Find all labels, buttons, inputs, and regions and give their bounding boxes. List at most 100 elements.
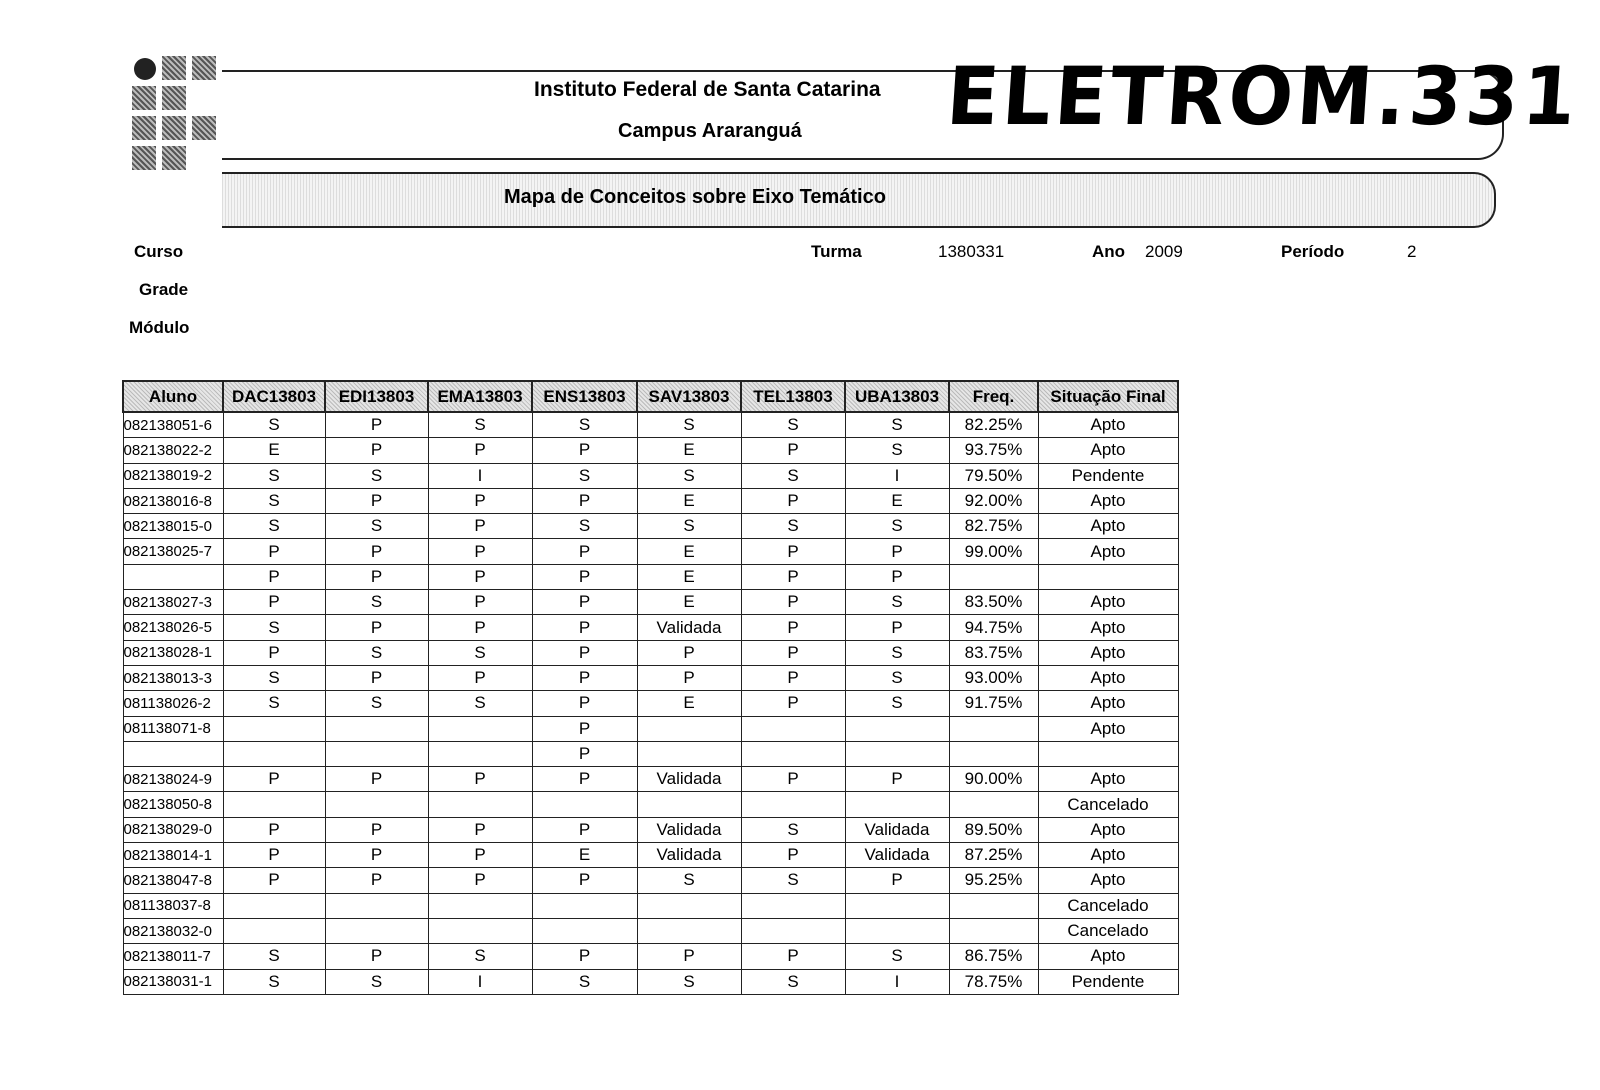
final-status-cell: Cancelado xyxy=(1037,791,1179,818)
grade-cell xyxy=(740,740,846,768)
concepts-table: Aluno DAC13803 EDI13803 EMA13803 ENS13803 SAV… xyxy=(122,380,1179,995)
grade-cell: I xyxy=(844,968,950,995)
final-status-cell: Apto xyxy=(1037,816,1179,844)
column-header: Situação Final xyxy=(1037,380,1179,413)
grade-cell: Validada xyxy=(636,842,742,869)
student-id-cell: 082138013-3 xyxy=(122,664,224,692)
frequency-cell: 91.75% xyxy=(948,690,1039,717)
grade-cell: P xyxy=(324,943,429,970)
final-status-cell: Apto xyxy=(1037,589,1179,616)
grade-cell: P xyxy=(531,740,638,768)
table-row: 082138050-8 Cancelado xyxy=(122,791,1179,818)
grade-cell: S xyxy=(740,816,846,844)
grade-cell: P xyxy=(740,614,846,641)
frequency-cell: 95.25% xyxy=(948,867,1039,894)
student-id-cell: 081138071-8 xyxy=(122,715,224,742)
grade-cell: S xyxy=(427,411,533,439)
grade-cell: S xyxy=(531,513,638,540)
frequency-cell xyxy=(948,740,1039,768)
grade-cell: P xyxy=(844,867,950,894)
grade-cell: P xyxy=(427,614,533,641)
grade-cell: S xyxy=(844,589,950,616)
grade-cell: P xyxy=(531,867,638,894)
grade-cell xyxy=(324,892,429,919)
ano-value: 2009 xyxy=(1145,242,1183,261)
grade-cell xyxy=(324,917,429,945)
grade-cell: E xyxy=(636,563,742,591)
grade-cell: S xyxy=(222,664,326,692)
grade-cell xyxy=(427,892,533,919)
final-status-cell: Apto xyxy=(1037,690,1179,717)
grade-cell: S xyxy=(636,513,742,540)
grade-cell: S xyxy=(740,513,846,540)
grade-cell: P xyxy=(844,766,950,793)
student-id-cell: 081138026-2 xyxy=(122,690,224,717)
grade-cell: P xyxy=(222,639,326,666)
grade-cell: P xyxy=(427,487,533,515)
final-status-cell: Cancelado xyxy=(1037,917,1179,945)
column-header: ENS13803 xyxy=(531,380,638,413)
table-header-row: Aluno DAC13803 EDI13803 EMA13803 ENS13803 SAV… xyxy=(122,380,1179,413)
grade-cell: P xyxy=(531,943,638,970)
grade-cell: P xyxy=(427,513,533,540)
grade-cell: E xyxy=(636,487,742,515)
grade-cell xyxy=(324,791,429,818)
grade-cell: P xyxy=(740,437,846,464)
final-status-cell: Apto xyxy=(1037,943,1179,970)
grade-cell: P xyxy=(222,816,326,844)
grade-cell: Validada xyxy=(636,816,742,844)
frequency-cell: 94.75% xyxy=(948,614,1039,641)
grade-cell: P xyxy=(427,664,533,692)
grade-cell: S xyxy=(531,968,638,995)
frequency-cell xyxy=(948,715,1039,742)
grade-cell xyxy=(740,715,846,742)
final-status-cell: Apto xyxy=(1037,664,1179,692)
frequency-cell: 99.00% xyxy=(948,538,1039,565)
grade-cell: E xyxy=(636,690,742,717)
grade-cell: S xyxy=(531,411,638,439)
grade-cell: P xyxy=(531,563,638,591)
table-row: 082138014-1 P P P E Validada P Validada 87.25% Ap… xyxy=(122,842,1179,869)
grade-cell: P xyxy=(427,816,533,844)
grade-cell: P xyxy=(324,766,429,793)
grade-cell xyxy=(222,917,326,945)
final-status-cell: Apto xyxy=(1037,513,1179,540)
grade-cell: P xyxy=(531,487,638,515)
grade-cell: S xyxy=(844,437,950,464)
grade-cell xyxy=(844,740,950,768)
grade-cell xyxy=(636,892,742,919)
table-row: 082138026-5 S P P P Validada P P 94.75% Apto xyxy=(122,614,1179,641)
grade-cell: S xyxy=(740,968,846,995)
grade-cell: S xyxy=(844,639,950,666)
grade-cell: S xyxy=(222,462,326,489)
grade-cell: P xyxy=(531,639,638,666)
grade-cell: S xyxy=(636,867,742,894)
final-status-cell: Apto xyxy=(1037,411,1179,439)
grade-cell: P xyxy=(740,690,846,717)
grade-cell: P xyxy=(636,664,742,692)
table-row: 082138024-9 P P P P Validada P P 90.00% Apto xyxy=(122,766,1179,793)
grade-cell: P xyxy=(531,766,638,793)
table-row: 082138016-8 S P P P E P E 92.00% Apto xyxy=(122,487,1179,515)
grade-cell: P xyxy=(531,437,638,464)
grade-cell: P xyxy=(531,816,638,844)
grade-cell: S xyxy=(636,968,742,995)
frequency-cell xyxy=(948,563,1039,591)
grade-cell: S xyxy=(844,411,950,439)
grade-cell xyxy=(427,740,533,768)
grade-cell: P xyxy=(531,715,638,742)
final-status-cell: Apto xyxy=(1037,437,1179,464)
grade-cell: S xyxy=(740,411,846,439)
student-id-cell: 082138032-0 xyxy=(122,917,224,945)
table-row: 082138031-1 S S I S S S I 78.75% Pendente xyxy=(122,968,1179,995)
grade-cell: P xyxy=(531,589,638,616)
grade-cell: S xyxy=(222,614,326,641)
student-id-cell: 082138025-7 xyxy=(122,538,224,565)
final-status-cell: Cancelado xyxy=(1037,892,1179,919)
grade-cell: S xyxy=(324,690,429,717)
grade-cell: P xyxy=(740,664,846,692)
grade-cell: P xyxy=(531,614,638,641)
grade-cell: P xyxy=(740,943,846,970)
grade-cell: S xyxy=(427,690,533,717)
grade-cell: P xyxy=(222,766,326,793)
